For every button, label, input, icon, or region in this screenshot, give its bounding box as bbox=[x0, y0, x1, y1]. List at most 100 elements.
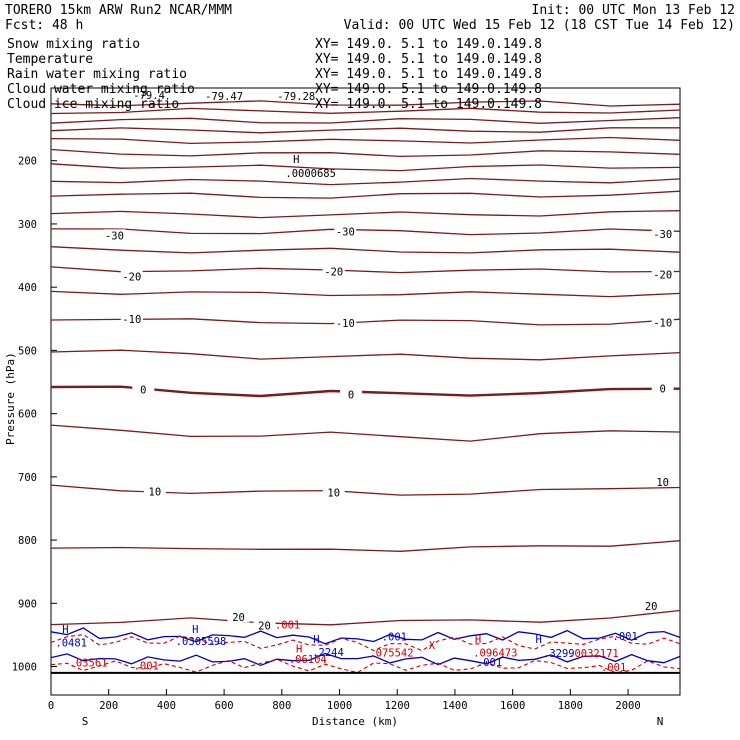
y-tick-label: 900 bbox=[18, 598, 37, 610]
contour-label-bg bbox=[322, 265, 345, 277]
extremum-marker: .001 bbox=[382, 632, 407, 644]
temperature-contour bbox=[50, 107, 681, 115]
cloud-water-contour bbox=[50, 627, 681, 645]
x-tick-label: 1200 bbox=[385, 700, 410, 712]
contour-label-bg bbox=[143, 485, 166, 497]
extremum-marker: .001 bbox=[601, 662, 626, 674]
y-tick-label: 200 bbox=[18, 156, 37, 168]
valid-header: Valid: 00 UTC Wed 15 Feb 12 (18 CST Tue … bbox=[344, 18, 735, 33]
legend-cloud-ice-xy: XY= 149.0. 5.1 to 149.0.149.8 bbox=[315, 97, 542, 112]
contour-label-bg bbox=[138, 88, 161, 100]
contour-label-bg bbox=[253, 619, 276, 631]
contour-label-bg bbox=[120, 270, 143, 282]
contour-label-bg bbox=[120, 312, 143, 324]
extremum-marker: .001 bbox=[134, 661, 159, 673]
contour-label: 10 bbox=[656, 477, 669, 489]
extremum-marker: .001 bbox=[613, 631, 638, 643]
x-axis-right-end: N bbox=[657, 715, 664, 728]
contour-label-bg bbox=[651, 382, 674, 394]
contour-label: 10 bbox=[327, 488, 340, 500]
y-tick-label: 800 bbox=[18, 535, 37, 547]
contour-label-bg bbox=[334, 225, 357, 237]
extremum-marker: H bbox=[475, 634, 481, 646]
contour-label: -79.47 bbox=[205, 91, 243, 103]
legend: Snow mixing ratio XY= 149.0. 5.1 to 149.… bbox=[7, 37, 542, 112]
cloud-water-contour bbox=[50, 652, 681, 666]
temperature-contour bbox=[50, 117, 681, 124]
contour-label: 20 bbox=[232, 612, 245, 624]
temperature-contour bbox=[50, 127, 680, 134]
extremum-marker: H bbox=[62, 624, 68, 636]
extremum-marker: .075542 bbox=[369, 647, 413, 659]
extremum-marker: .0305598 bbox=[176, 636, 227, 648]
temperature-contour bbox=[50, 385, 681, 398]
y-tick-label: 500 bbox=[18, 345, 37, 357]
y-tick-label: 400 bbox=[18, 282, 37, 294]
contour-label: -79.4 bbox=[133, 90, 165, 102]
legend-snow: Snow mixing ratio bbox=[7, 37, 140, 52]
legend-rain-xy: XY= 149.0. 5.1 to 149.0.149.8 bbox=[315, 67, 542, 82]
contour-label: -20 bbox=[653, 270, 672, 282]
legend-temperature-xy: XY= 149.0. 5.1 to 149.0.149.8 bbox=[315, 52, 542, 67]
temperature-contour bbox=[50, 100, 681, 107]
x-tick-label: 1800 bbox=[558, 700, 583, 712]
legend-snow-xy: XY= 149.0. 5.1 to 149.0.149.8 bbox=[315, 37, 542, 52]
contour-label: -20 bbox=[324, 266, 343, 278]
temperature-contour bbox=[50, 246, 681, 254]
extremum-marker: .0000685 bbox=[285, 168, 336, 180]
contour-label-bg bbox=[285, 90, 308, 102]
legend-temperature: Temperature bbox=[7, 52, 93, 67]
contour-label-bg bbox=[103, 229, 126, 241]
legend-cloud-water-xy: XY= 149.0. 5.1 to 149.0.149.8 bbox=[315, 82, 542, 97]
y-tick-label: 1000 bbox=[12, 662, 37, 674]
x-tick-label: 800 bbox=[272, 700, 291, 712]
fcst-header: Fcst: 48 h bbox=[5, 18, 83, 33]
contour-label: -30 bbox=[105, 230, 124, 242]
label-layer: -79.4 -79.47 -79.28 -30 -30 -30 -20 -20 -20 -10 -1… bbox=[55, 88, 674, 674]
extremum-marker: H bbox=[535, 634, 541, 646]
contour-label-bg bbox=[334, 317, 357, 329]
extremum-marker: X bbox=[429, 640, 436, 652]
temperature-contour bbox=[50, 609, 681, 626]
contour-label: -20 bbox=[122, 271, 141, 283]
extremum-marker: .001 bbox=[275, 620, 300, 632]
x-tick-label: 1000 bbox=[327, 700, 352, 712]
contour-label-bg bbox=[132, 383, 155, 395]
contour-label-bg bbox=[651, 475, 674, 487]
model-header: TORERO 15km ARW Run2 NCAR/MMM bbox=[5, 3, 232, 18]
y-tick-label: 300 bbox=[18, 219, 37, 231]
x-axis-label: Distance (km) bbox=[312, 715, 398, 728]
temperature-contour bbox=[50, 424, 681, 442]
contour-label-bg bbox=[227, 611, 250, 623]
contour-label: 0 bbox=[140, 385, 146, 397]
extremum-marker: .03561 bbox=[70, 658, 108, 670]
temperature-contour bbox=[50, 290, 681, 298]
contour-label: -10 bbox=[336, 318, 355, 330]
contour-label-bg bbox=[651, 268, 674, 280]
temperature-contour bbox=[50, 210, 681, 219]
contour-label: 20 bbox=[258, 620, 271, 632]
x-tick-label: 1400 bbox=[442, 700, 467, 712]
temperature-contour bbox=[50, 136, 681, 145]
init-header: Init: 00 UTC Mon 13 Feb 12 bbox=[532, 3, 736, 18]
y-axis-label: Pressure (hPa) bbox=[4, 352, 17, 445]
contour-label-bg bbox=[651, 316, 674, 328]
x-tick-label: 2000 bbox=[615, 700, 640, 712]
temperature-contour bbox=[50, 148, 681, 158]
temperature-contour bbox=[50, 349, 681, 361]
plot-frame bbox=[50, 87, 681, 696]
x-tick-label: 400 bbox=[157, 700, 176, 712]
contour-label: -79.28 bbox=[277, 91, 315, 103]
x-axis-left-end: S bbox=[82, 715, 89, 728]
contour-label-bg bbox=[640, 599, 663, 611]
x-tick-label: 600 bbox=[215, 700, 234, 712]
extremum-marker: .001 bbox=[477, 657, 502, 669]
extremum-marker: .0032171 bbox=[568, 648, 619, 660]
temperature-contour bbox=[50, 540, 681, 552]
contour-label-bg bbox=[651, 228, 674, 240]
y-tick-label: 700 bbox=[18, 472, 37, 484]
contour-label: -10 bbox=[122, 314, 141, 326]
extremum-marker: H bbox=[192, 624, 198, 636]
